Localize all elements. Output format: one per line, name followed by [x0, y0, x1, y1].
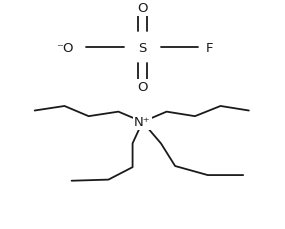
Text: ⁻O: ⁻O: [56, 41, 73, 54]
Text: O: O: [137, 81, 148, 94]
Text: F: F: [205, 41, 213, 54]
Text: N⁺: N⁺: [134, 116, 151, 129]
Text: S: S: [138, 41, 147, 54]
Text: O: O: [137, 2, 148, 15]
